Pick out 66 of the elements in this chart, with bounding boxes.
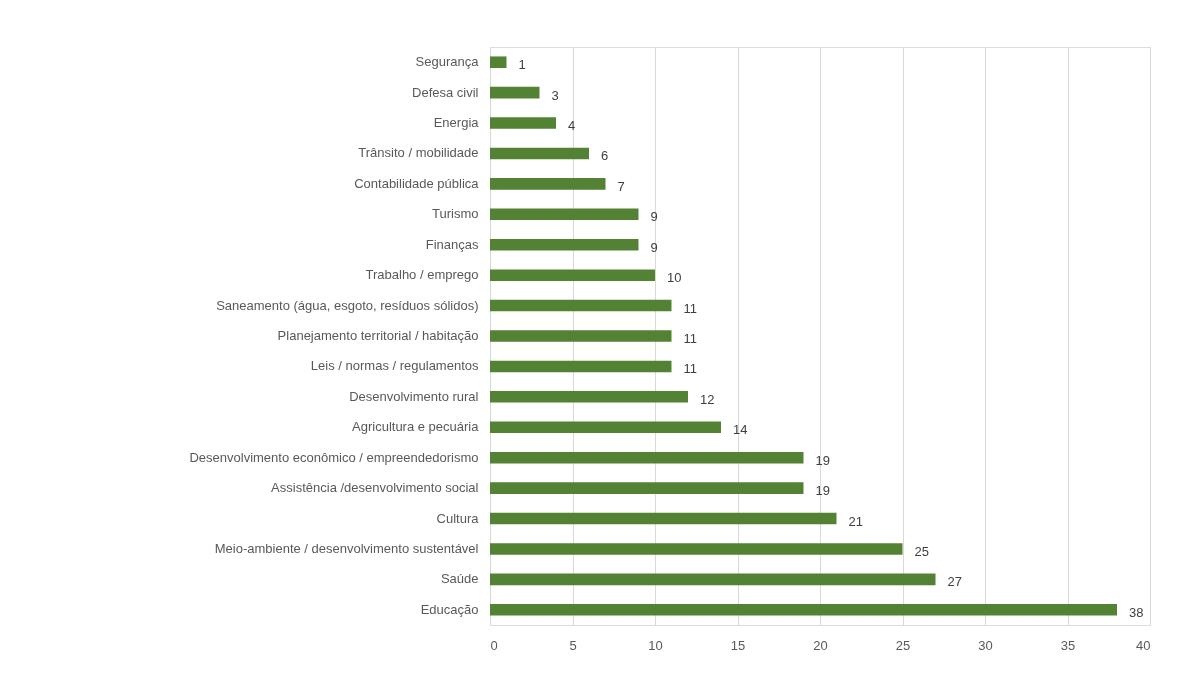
data-label: 14: [733, 422, 748, 438]
bar: [490, 421, 721, 434]
y-tick-label: Agricultura e pecuária: [352, 419, 480, 435]
y-tick-label: Turismo: [432, 206, 479, 222]
y-tick-label: Educação: [420, 601, 479, 617]
y-tick-label: Trabalho / emprego: [365, 267, 479, 283]
x-tick-label: 20: [813, 637, 828, 653]
y-tick-label: Leis / normas / regulamentos: [310, 358, 479, 374]
bar: [490, 86, 540, 99]
bar: [490, 604, 1117, 616]
bar: [490, 482, 804, 494]
bar: [490, 56, 507, 68]
y-tick-label: Contabilidade pública: [354, 175, 480, 191]
bar: [490, 147, 589, 160]
x-tick-label: 35: [1060, 637, 1076, 653]
y-tick-label: Desenvolvimento econômico / empreendedorismo: [189, 449, 479, 465]
data-label: 6: [601, 148, 609, 164]
y-tick-label: Meio-ambiente / desenvolvimento sustentável: [214, 540, 479, 556]
data-label: 11: [683, 331, 697, 346]
bar: [490, 391, 688, 403]
y-tick-label: Trânsito / mobilidade: [358, 145, 479, 161]
bar: [490, 238, 639, 251]
data-label: 9: [650, 239, 658, 255]
bar: [490, 573, 936, 586]
bar: [490, 299, 672, 312]
x-tick-label: 40: [1136, 637, 1151, 653]
bar: [490, 543, 903, 555]
data-label: 19: [815, 452, 830, 468]
bar: [490, 178, 606, 190]
x-tick-label: 15: [730, 637, 746, 653]
y-tick-label: Saneamento (água, esgoto, resíduos sólidos): [216, 297, 479, 313]
y-tick-label: Finanças: [425, 236, 479, 252]
y-tick-label: Planejamento territorial / habitação: [277, 328, 479, 343]
y-tick-label: Assistência /desenvolvimento social: [271, 480, 479, 496]
y-tick-label: Saúde: [440, 571, 479, 587]
data-label: 3: [551, 87, 559, 103]
data-label: 7: [617, 178, 625, 194]
x-tick-label: 25: [895, 637, 911, 653]
data-label: 11: [683, 361, 697, 377]
data-label: 25: [914, 543, 929, 559]
data-label: 4: [568, 118, 576, 134]
data-label: 12: [700, 391, 715, 407]
data-label: 9: [650, 209, 658, 225]
bar: [490, 208, 639, 221]
data-label: 38: [1129, 604, 1144, 620]
data-label: 11: [683, 300, 697, 316]
y-tick-label: Energia: [433, 115, 480, 131]
y-tick-label: Desenvolvimento rural: [349, 388, 479, 404]
bar: [490, 330, 672, 342]
data-label: 27: [947, 574, 962, 590]
bar: [490, 269, 655, 281]
data-label: 10: [667, 270, 682, 286]
data-label: 21: [848, 513, 863, 529]
y-tick-label: Defesa civil: [412, 84, 479, 100]
x-tick-label: 0: [490, 637, 498, 653]
data-label: 1: [518, 57, 526, 73]
bar: [490, 451, 804, 464]
data-label: 19: [815, 483, 830, 499]
bar: [490, 117, 556, 129]
bar: [490, 360, 672, 373]
x-tick-label: 5: [569, 637, 577, 653]
x-tick-label: 10: [648, 637, 663, 653]
y-tick-label: Cultura: [436, 510, 480, 526]
y-tick-label: Segurança: [415, 54, 480, 70]
x-tick-label: 30: [978, 637, 993, 653]
bar: [490, 512, 837, 525]
